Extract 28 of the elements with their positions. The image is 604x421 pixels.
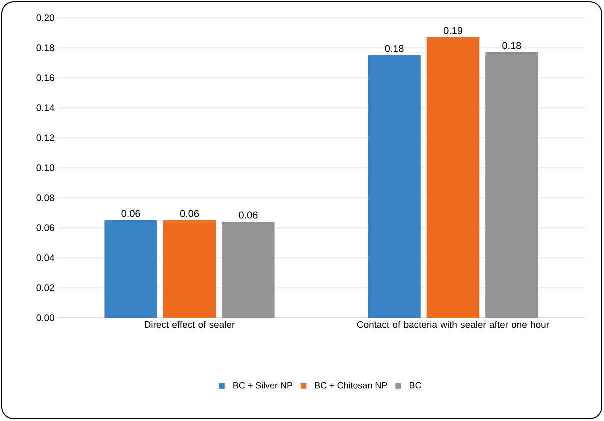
bar (486, 52, 538, 318)
y-tick-label: 0.02 (36, 284, 54, 292)
bar (104, 220, 158, 318)
y-tick-label: 0.08 (36, 194, 54, 202)
y-tick-label: 0.06 (36, 224, 54, 232)
y-tick-label: 0.04 (36, 254, 55, 262)
legend-label: BC + Silver NP (234, 382, 292, 389)
data-label: 0.19 (444, 27, 462, 34)
data-label: 0.18 (502, 42, 522, 50)
y-tick-label: 0.18 (36, 44, 54, 52)
legend-label: BC + Chitosan NP (315, 382, 388, 389)
data-label: 0.18 (385, 45, 404, 52)
bar (222, 222, 275, 318)
y-tick-label: 0.16 (36, 74, 54, 82)
data-label: 0.06 (122, 210, 140, 218)
bar (163, 220, 216, 318)
data-label: 0.06 (180, 210, 200, 218)
y-tick-label: 0.00 (36, 314, 54, 322)
y-tick-label: 0.10 (36, 164, 54, 172)
x-tick-label: Contact of bacteria with sealer after one hour (357, 321, 550, 328)
y-tick-label: 0.20 (36, 14, 54, 22)
y-tick-label: 0.14 (36, 104, 55, 112)
legend-label: BC (410, 382, 422, 389)
y-tick-label: 0.12 (36, 134, 54, 142)
x-tick-label: Direct effect of sealer (145, 321, 235, 328)
bar (368, 56, 421, 318)
bar (426, 38, 480, 318)
data-label: 0.06 (239, 212, 258, 219)
